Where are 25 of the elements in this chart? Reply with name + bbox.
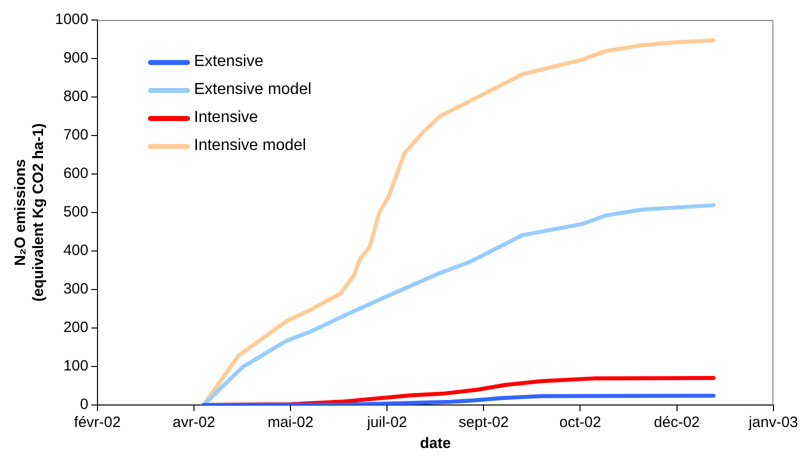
legend-label: Extensive model bbox=[194, 81, 312, 99]
y-tick-label: 700 bbox=[63, 126, 88, 144]
x-tick-label: janv-03 bbox=[748, 414, 798, 432]
y-tick-label: 100 bbox=[63, 358, 88, 375]
legend-label: Extensive bbox=[194, 53, 264, 71]
x-tick-label: avr-02 bbox=[172, 414, 216, 432]
legend-label: Intensive model bbox=[194, 137, 306, 155]
x-tick-label: déc-02 bbox=[654, 414, 700, 432]
y-tick-label: 400 bbox=[63, 242, 88, 260]
x-axis-title: date bbox=[420, 435, 451, 452]
y-tick-label: 300 bbox=[63, 280, 88, 298]
y-tick-label: 1000 bbox=[54, 11, 88, 28]
x-tick-label: juil-02 bbox=[366, 414, 408, 432]
x-tick-label: oct-02 bbox=[559, 414, 602, 432]
y-tick-label: 900 bbox=[63, 50, 88, 67]
y-tick-label: 0 bbox=[80, 396, 88, 414]
y-tick-label: 500 bbox=[63, 204, 88, 221]
y-tick-label: 600 bbox=[63, 165, 88, 182]
x-tick-label: mai-02 bbox=[268, 414, 314, 432]
y-tick-label: 800 bbox=[63, 88, 88, 106]
legend-label: Intensive bbox=[194, 109, 258, 127]
y-tick-label: 200 bbox=[63, 319, 88, 336]
y-axis-title: N₂O emissions (equivalent Kg CO2 ha-1) bbox=[12, 123, 48, 302]
x-tick-label: sept-02 bbox=[458, 414, 509, 432]
x-tick-label: févr-02 bbox=[74, 414, 121, 432]
